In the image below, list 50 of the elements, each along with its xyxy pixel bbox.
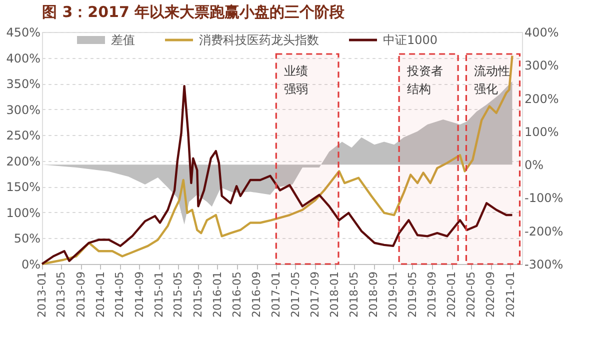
x-tick-label: 2017-05 bbox=[288, 272, 302, 318]
y2-tick-label: -300% bbox=[524, 258, 564, 272]
y2-tick-label: -100% bbox=[524, 191, 564, 206]
x-tick-label: 2018-09 bbox=[367, 272, 380, 318]
band-label: 业绩强弱 bbox=[284, 64, 308, 96]
x-tick-label: 2021-01 bbox=[504, 272, 517, 318]
x-tick-label: 2016-01 bbox=[210, 272, 224, 318]
x-tick-label: 2020-09 bbox=[484, 272, 498, 318]
x-tick-label: 2019-09 bbox=[426, 272, 439, 318]
x-tick-label: 2014-05 bbox=[113, 272, 126, 318]
x-tick-label: 2016-05 bbox=[230, 272, 244, 318]
y-tick-label: 100% bbox=[6, 206, 40, 220]
x-tick-label: 2017-09 bbox=[308, 272, 322, 318]
y2-tick-label: 300% bbox=[524, 58, 559, 73]
chart-title: 图 3：2017 年以来大票跑赢小盘的三个阶段 bbox=[42, 3, 346, 21]
x-tick-label: 2018-01 bbox=[328, 272, 342, 318]
y-tick-label: 50% bbox=[14, 232, 40, 246]
y-tick-label: 450% bbox=[6, 26, 40, 40]
x-tick-label: 2020-05 bbox=[464, 272, 478, 318]
y2-tick-label: 100% bbox=[524, 124, 559, 139]
x-tick-label: 2020-01 bbox=[445, 272, 458, 318]
y-tick-label: 150% bbox=[6, 180, 40, 194]
y-tick-label: 300% bbox=[6, 102, 40, 117]
x-tick-label: 2017-01 bbox=[270, 272, 283, 318]
y-tick-label: 400% bbox=[6, 51, 40, 66]
band-label: 投资者结构 bbox=[406, 64, 444, 96]
y-tick-label: 350% bbox=[6, 77, 40, 92]
y-tick-label: 200% bbox=[6, 154, 40, 168]
y2-tick-label: -200% bbox=[524, 224, 564, 238]
x-tick-label: 2015-05 bbox=[172, 272, 185, 318]
legend-label: 差值 bbox=[111, 33, 135, 47]
x-tick-label: 2019-01 bbox=[386, 272, 400, 318]
y2-tick-label: 0% bbox=[524, 158, 544, 172]
legend-label: 消费科技医药龙头指数 bbox=[199, 33, 319, 47]
x-tick-label: 2015-09 bbox=[191, 272, 204, 318]
y2-tick-label: 400% bbox=[524, 26, 559, 40]
legend-label: 中证1000 bbox=[383, 33, 438, 47]
x-tick-label: 2018-05 bbox=[347, 272, 360, 318]
band-label: 流动性强化 bbox=[474, 64, 510, 96]
y-tick-label: 0% bbox=[21, 258, 40, 272]
x-tick-label: 2014-09 bbox=[132, 272, 146, 318]
x-tick-label: 2013-05 bbox=[54, 272, 68, 318]
x-tick-label: 2014-01 bbox=[94, 272, 107, 318]
x-tick-label: 2013-01 bbox=[36, 272, 48, 318]
x-tick-label: 2013-09 bbox=[74, 272, 88, 318]
x-tick-label: 2019-05 bbox=[406, 272, 419, 318]
y-tick-label: 250% bbox=[6, 128, 40, 143]
x-tick-label: 2016-09 bbox=[250, 272, 264, 318]
x-tick-label: 2015-01 bbox=[152, 272, 166, 318]
y2-tick-label: 200% bbox=[524, 92, 559, 106]
